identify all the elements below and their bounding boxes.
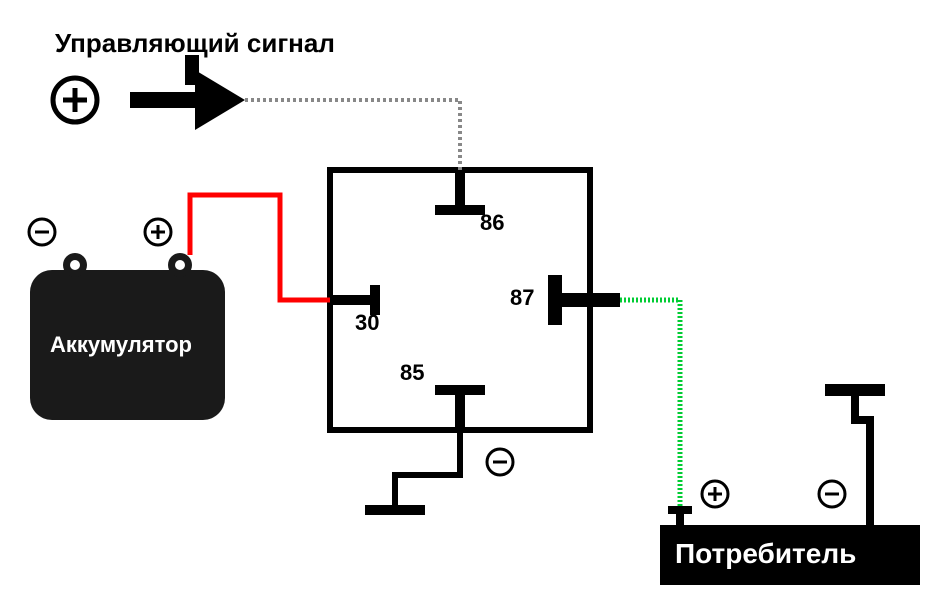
pin-85-label: 85 xyxy=(400,360,424,386)
ground-85 xyxy=(365,430,460,510)
pin-85 xyxy=(435,390,485,430)
pin-87-label: 87 xyxy=(510,285,534,311)
battery-minus xyxy=(29,219,55,245)
consumer-label: Потребитель xyxy=(675,538,856,570)
consumer-minus xyxy=(819,481,845,507)
title-label: Управляющий сигнал xyxy=(55,28,335,59)
pin-86-label: 86 xyxy=(480,210,504,236)
minus-85 xyxy=(487,449,513,475)
plus-symbol-signal xyxy=(53,78,97,122)
pin-86 xyxy=(435,170,485,210)
pin-30-label: 30 xyxy=(355,310,379,336)
control-signal-wire xyxy=(245,100,460,170)
consumer-plus-terminal xyxy=(668,510,692,525)
consumer-minus-terminal xyxy=(825,390,885,525)
battery-label: Аккумулятор xyxy=(50,332,192,358)
consumer-plus xyxy=(702,481,728,507)
control-signal-arrow xyxy=(130,55,245,130)
battery-plus xyxy=(145,219,171,245)
wire-87-to-consumer xyxy=(620,300,680,525)
